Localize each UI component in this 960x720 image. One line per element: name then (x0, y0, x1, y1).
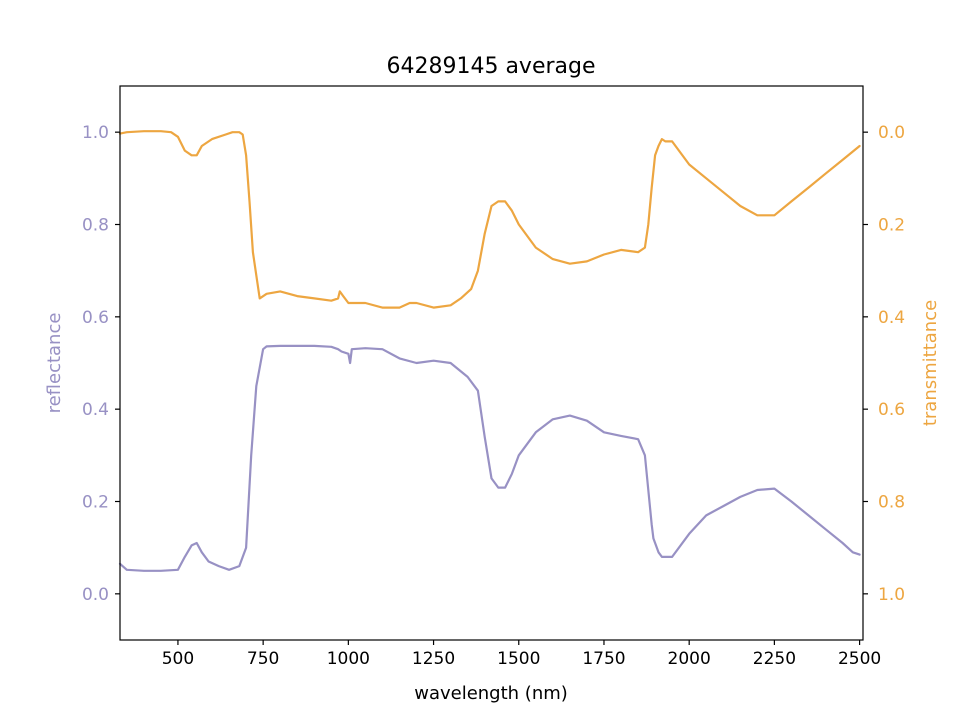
x-tick-label: 1750 (582, 649, 625, 669)
series-lines (118, 130, 861, 572)
left-tick-label: 0.8 (82, 216, 109, 236)
left-tick-label: 1.0 (82, 123, 109, 143)
right-tick-label: 1.0 (878, 585, 905, 605)
x-tick-label: 2250 (753, 649, 796, 669)
right-axis-ticks: 0.0 0.2 0.4 0.6 0.8 1.0 (863, 123, 905, 605)
left-tick-label: 0.4 (82, 400, 109, 420)
right-tick-label: 0.2 (878, 216, 905, 236)
x-axis-ticks: 500 750 1000 1250 1500 1750 2000 2250 2500 (162, 640, 881, 669)
x-tick-label: 1250 (412, 649, 455, 669)
x-tick-label: 750 (247, 649, 279, 669)
right-tick-label: 0.8 (878, 493, 905, 513)
x-tick-label: 500 (162, 649, 194, 669)
reflectance-line (118, 344, 861, 572)
x-tick-label: 1000 (327, 649, 370, 669)
left-tick-label: 0.0 (82, 585, 109, 605)
left-tick-label: 0.2 (82, 493, 109, 513)
transmittance-line (118, 130, 861, 309)
x-axis-label: wavelength (nm) (414, 683, 568, 704)
left-axis-label: reflectance (44, 313, 65, 414)
plot-frame (119, 85, 864, 641)
right-axis-label: transmittance (920, 300, 941, 426)
left-axis-ticks: 0.0 0.2 0.4 0.6 0.8 1.0 (82, 123, 120, 605)
right-tick-label: 0.4 (878, 308, 905, 328)
x-tick-label: 1500 (497, 649, 540, 669)
right-tick-label: 0.6 (878, 400, 905, 420)
right-tick-label: 0.0 (878, 123, 905, 143)
chart-title: 64289145 average (386, 54, 595, 79)
x-tick-label: 2000 (668, 649, 711, 669)
x-tick-label: 2500 (838, 649, 881, 669)
left-tick-label: 0.6 (82, 308, 109, 328)
